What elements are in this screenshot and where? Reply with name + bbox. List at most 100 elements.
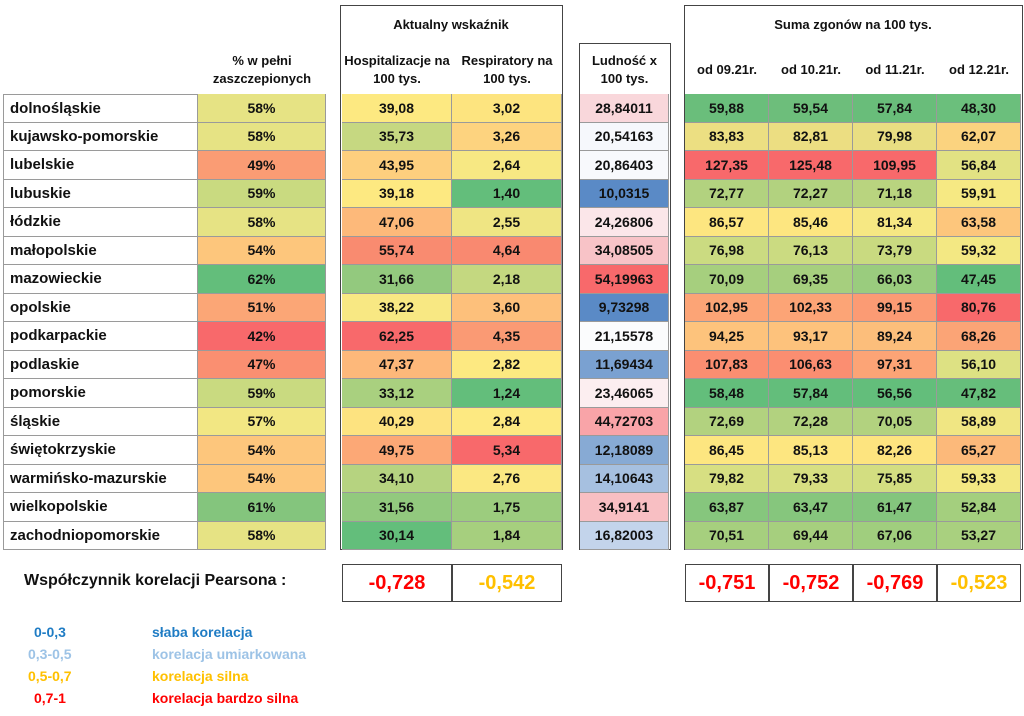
cell-d2: 63,47 [769,493,853,522]
header-vaccinated: % w pełni zaszczepionych [212,53,312,86]
cell-d1: 83,83 [685,122,769,151]
corr-deaths-11: -0,769 [853,564,937,602]
cell-d1: 86,57 [685,208,769,237]
cell-hosp: 31,66 [342,265,452,294]
cell-resp: 2,76 [452,464,562,493]
region-label: kujawsko-pomorskie [3,122,198,151]
cell-d4: 48,30 [937,94,1021,123]
corr-respirators: -0,542 [452,564,562,602]
cell-d4: 52,84 [937,493,1021,522]
cell-vacc: 51% [198,293,326,322]
cell-hosp: 38,22 [342,293,452,322]
cell-d1: 59,88 [685,94,769,123]
cell-pop: 28,84011 [580,94,669,123]
cell-vacc: 42% [198,322,326,351]
region-label: mazowieckie [3,265,198,294]
cell-vacc: 58% [198,122,326,151]
cell-pop: 20,86403 [580,151,669,180]
cell-d3: 82,26 [853,436,937,465]
cell-hosp: 30,14 [342,521,452,550]
pearson-label: Współczynnik korelacji Pearsona : [24,572,287,589]
cell-d3: 71,18 [853,179,937,208]
cell-d2: 93,17 [769,322,853,351]
cell-vacc: 59% [198,379,326,408]
cell-hosp: 34,10 [342,464,452,493]
cell-d3: 97,31 [853,350,937,379]
cell-d4: 62,07 [937,122,1021,151]
cell-d2: 57,84 [769,379,853,408]
cell-vacc: 61% [198,493,326,522]
cell-d4: 47,82 [937,379,1021,408]
cell-d3: 57,84 [853,94,937,123]
legend-text-weak: słaba korelacja [152,624,253,640]
cell-hosp: 62,25 [342,322,452,351]
legend-range-weak: 0-0,3 [34,624,66,640]
cell-d2: 72,28 [769,407,853,436]
cell-d2: 72,27 [769,179,853,208]
cell-hosp: 31,56 [342,493,452,522]
cell-pop: 44,72703 [580,407,669,436]
cell-d2: 106,63 [769,350,853,379]
cell-d1: 63,87 [685,493,769,522]
cell-resp: 4,64 [452,236,562,265]
cell-hosp: 43,95 [342,151,452,180]
region-label: podlaskie [3,350,198,379]
cell-d2: 69,35 [769,265,853,294]
cell-resp: 2,84 [452,407,562,436]
cell-pop: 10,0315 [580,179,669,208]
cell-pop: 34,9141 [580,493,669,522]
cell-vacc: 59% [198,179,326,208]
cell-resp: 1,84 [452,521,562,550]
region-label: wielkopolskie [3,493,198,522]
cell-d3: 79,98 [853,122,937,151]
legend-range-very-strong: 0,7-1 [34,690,66,706]
legend-range-strong: 0,5-0,7 [28,668,72,684]
cell-d3: 73,79 [853,236,937,265]
cell-pop: 24,26806 [580,208,669,237]
cell-resp: 1,24 [452,379,562,408]
cell-resp: 4,35 [452,322,562,351]
region-label: warmińsko-mazurskie [3,464,198,493]
cell-d3: 61,47 [853,493,937,522]
cell-vacc: 58% [198,521,326,550]
cell-pop: 9,73298 [580,293,669,322]
legend-text-strong: korelacja silna [152,668,249,684]
cell-resp: 1,75 [452,493,562,522]
cell-d4: 56,10 [937,350,1021,379]
cell-d2: 102,33 [769,293,853,322]
region-label: śląskie [3,407,198,436]
cell-pop: 21,15578 [580,322,669,351]
cell-pop: 34,08505 [580,236,669,265]
corr-hospitalizations: -0,728 [342,564,452,602]
header-group-current: Aktualny wskaźnik [393,17,509,32]
cell-resp: 3,26 [452,122,562,151]
cell-d2: 79,33 [769,464,853,493]
header-population: Ludność x 100 tys. [591,53,657,86]
cell-hosp: 39,18 [342,179,452,208]
cell-d1: 127,35 [685,151,769,180]
cell-hosp: 55,74 [342,236,452,265]
cell-hosp: 35,73 [342,122,452,151]
cell-d4: 56,84 [937,151,1021,180]
cell-d1: 72,77 [685,179,769,208]
cell-vacc: 54% [198,236,326,265]
region-label: pomorskie [3,379,198,408]
cell-d4: 47,45 [937,265,1021,294]
cell-resp: 2,55 [452,208,562,237]
region-label: dolnośląskie [3,94,198,123]
header-deaths-10: od 10.21r. [781,62,841,77]
cell-d4: 59,32 [937,236,1021,265]
cell-d1: 79,82 [685,464,769,493]
cell-pop: 14,10643 [580,464,669,493]
cell-d1: 70,09 [685,265,769,294]
cell-d3: 75,85 [853,464,937,493]
corr-deaths-10: -0,752 [769,564,853,602]
cell-vacc: 49% [198,151,326,180]
cell-resp: 2,82 [452,350,562,379]
cell-d4: 80,76 [937,293,1021,322]
cell-pop: 12,18089 [580,436,669,465]
cell-d4: 58,89 [937,407,1021,436]
header-hospitalizations: Hospitalizacje na 100 tys. [344,53,450,86]
cell-d1: 94,25 [685,322,769,351]
cell-vacc: 57% [198,407,326,436]
